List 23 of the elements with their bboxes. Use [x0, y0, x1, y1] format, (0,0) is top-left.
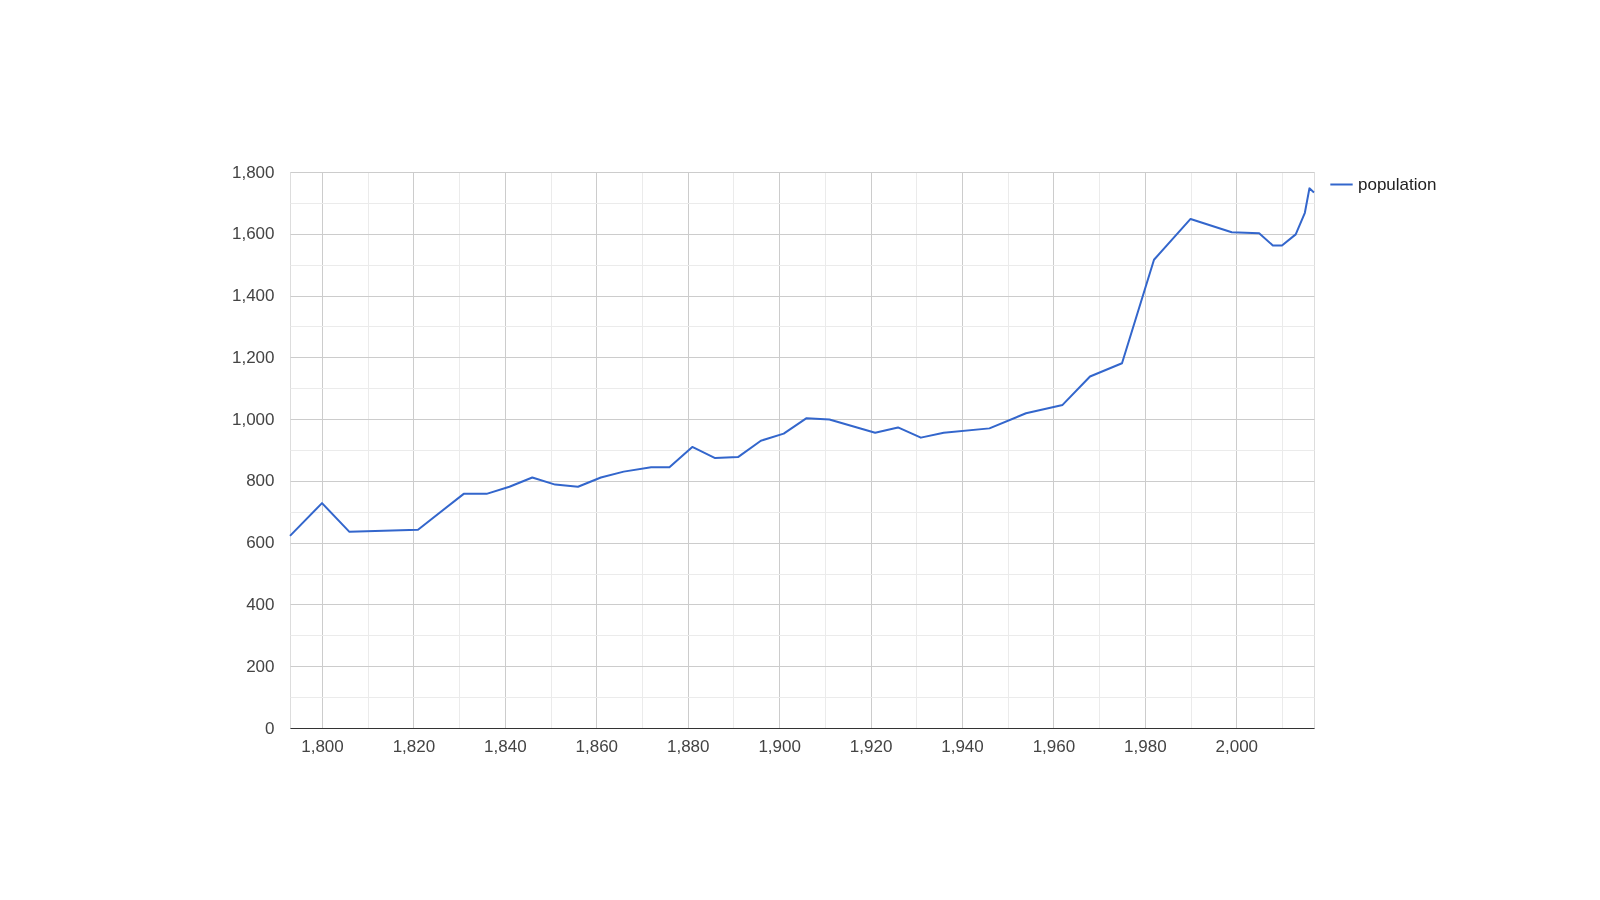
- x-tick-label: 1,900: [758, 736, 801, 756]
- y-tick-label: 1,200: [231, 347, 275, 367]
- y-tick-label: 800: [246, 471, 275, 491]
- x-tick-label: 1,980: [1124, 736, 1167, 756]
- x-tick-label: 1,920: [849, 736, 893, 756]
- x-tick-label: 1,820: [392, 736, 436, 756]
- y-tick-label: 1,400: [231, 286, 275, 306]
- x-tick-label: 1,860: [575, 736, 619, 756]
- legend-label: population: [1358, 174, 1437, 194]
- x-tick-label: 1,800: [301, 736, 344, 756]
- y-tick-label: 1,000: [231, 409, 275, 429]
- x-tick-label: 1,880: [666, 736, 710, 756]
- x-tick-label: 1,960: [1032, 736, 1076, 756]
- x-tick-label: 1,940: [941, 736, 984, 756]
- y-tick-label: 200: [246, 656, 275, 676]
- y-tick-label: 0: [265, 718, 275, 738]
- y-tick-label: 400: [246, 594, 275, 614]
- line-series: [289, 187, 1315, 537]
- x-tick-label: 2,000: [1215, 736, 1259, 756]
- y-tick-label: 600: [246, 533, 275, 553]
- y-tick-label: 1,800: [231, 162, 275, 182]
- x-tick-label: 1,840: [484, 736, 527, 756]
- y-tick-label: 1,600: [231, 224, 275, 244]
